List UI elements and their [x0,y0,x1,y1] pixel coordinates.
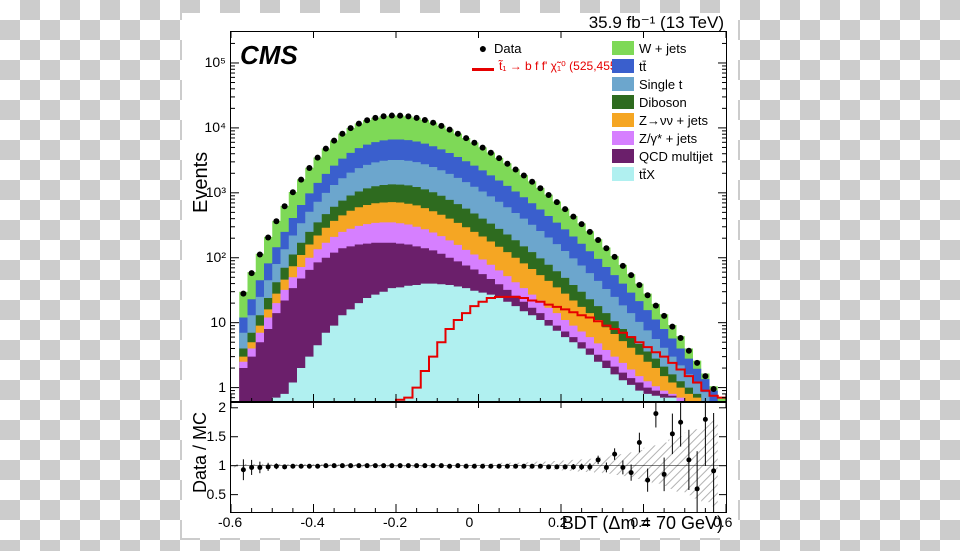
data-marker-icon: ● [472,40,494,56]
legend-item-signal: t̃₁ → b f f' χ̃₁⁰ (525,455) [472,57,621,75]
ratio-panel [230,401,727,513]
ytick-label: 10² [206,249,226,265]
ytick-label: 1 [218,379,226,395]
legend-label: QCD multijet [639,149,713,164]
legend-label: tt̄X [639,167,655,182]
legend-item-1: tt̄ [612,57,713,75]
xtick-label: -0.2 [383,514,407,530]
signal-line-icon [472,68,494,71]
ytick-ratio-label: 0.5 [207,486,226,502]
legend-label: Z→νν + jets [639,113,708,128]
legend-item-6: QCD multijet [612,147,713,165]
legend-item-3: Diboson [612,93,713,111]
swatch-icon [612,41,634,55]
xtick-label: 0.2 [548,514,567,530]
xtick-label: 0.4 [631,514,650,530]
legend-item-0: W + jets [612,39,713,57]
legend-item-data: ● Data [472,39,621,57]
swatch-icon [612,149,634,163]
legend-label: Single t [639,77,682,92]
lumi-label: 35.9 fb⁻¹ (13 TeV) [589,13,724,33]
legend-label-data: Data [494,41,521,56]
legend-label: Diboson [639,95,687,110]
xtick-label: -0.6 [218,514,242,530]
swatch-icon [612,113,634,127]
legend-item-4: Z→νν + jets [612,111,713,129]
ytick-ratio-label: 2 [218,399,226,415]
ytick-ratio-label: 1.5 [207,428,226,444]
ytick-ratio-label: 1 [218,457,226,473]
legend-label: tt̄ [639,59,646,74]
figure-frame: 35.9 fb⁻¹ (13 TeV) CMS Events Data / MC … [182,13,738,538]
swatch-icon [612,77,634,91]
ratio-panel-svg [231,402,726,512]
legend-label: W + jets [639,41,686,56]
xtick-label: -0.4 [301,514,325,530]
legend-item-2: Single t [612,75,713,93]
y-axis-label-top: Events [190,152,213,213]
swatch-icon [612,131,634,145]
legend-label: Z/γ* + jets [639,131,697,146]
ytick-label: 10³ [206,184,226,200]
xtick-label: 0.6 [713,514,732,530]
legend-item-7: tt̄X [612,165,713,183]
xtick-label: 0 [466,514,474,530]
y-axis-label-ratio: Data / MC [190,412,211,493]
legend-item-5: Z/γ* + jets [612,129,713,147]
legend-label-signal: t̃₁ → b f f' χ̃₁⁰ (525,455) [499,59,621,73]
ytick-label: 10⁴ [204,119,226,135]
legend-right: W + jets tt̄ Single t Diboson Z→νν + jets Z/γ… [612,39,713,183]
swatch-icon [612,95,634,109]
ytick-label: 10 [210,314,226,330]
canvas: 35.9 fb⁻¹ (13 TeV) CMS Events Data / MC … [0,0,960,551]
swatch-icon [612,167,634,181]
ytick-label: 10⁵ [205,54,226,70]
legend-left: ● Data t̃₁ → b f f' χ̃₁⁰ (525,455) [472,39,621,75]
swatch-icon [612,59,634,73]
